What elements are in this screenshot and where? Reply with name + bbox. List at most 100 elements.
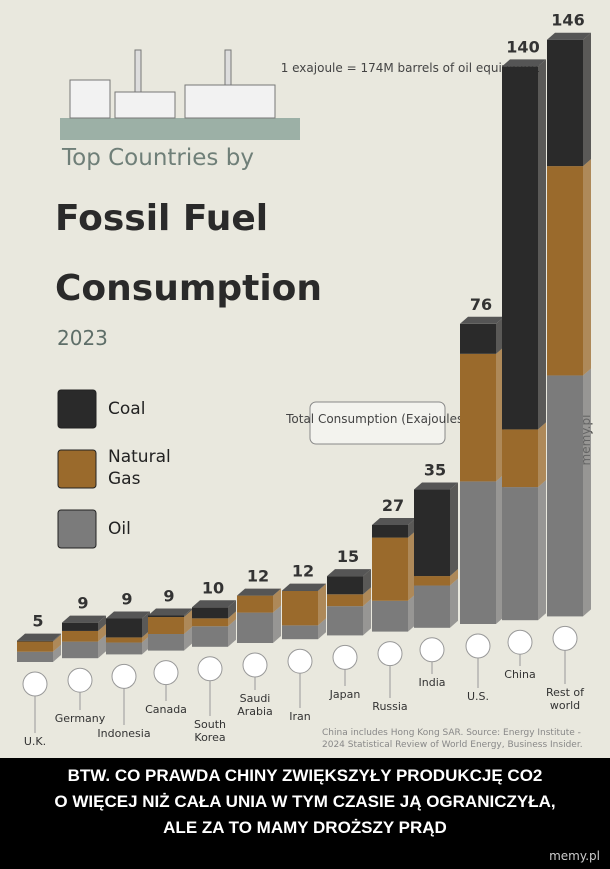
bar-top (372, 517, 416, 525)
total-label: 5 (32, 612, 43, 631)
legend-swatch (57, 509, 97, 549)
bar-segment (106, 642, 142, 655)
legend-title: Total Consumption (Exajoules) (285, 412, 468, 426)
bar-segment (502, 66, 538, 430)
bar-segment (17, 641, 53, 652)
bar-side (450, 578, 458, 628)
bar-top (237, 588, 281, 596)
x-tick-label: Canada (145, 703, 187, 716)
bar-side (363, 599, 371, 636)
flag (197, 656, 223, 682)
bar-segment (62, 630, 98, 642)
subtitle: Top Countries by (61, 145, 254, 171)
bar-side (538, 422, 546, 488)
flag (419, 637, 445, 663)
bar-segment (414, 489, 450, 577)
bar-segment (414, 576, 450, 586)
flag (153, 660, 179, 686)
bar-segment (547, 375, 583, 617)
bar-segment (62, 641, 98, 659)
total-label: 27 (382, 496, 404, 515)
chimney (134, 49, 142, 93)
bar-top (192, 600, 236, 608)
bar-segment (192, 626, 228, 647)
factory-base (60, 118, 300, 140)
total-label: 9 (121, 589, 132, 608)
bar-top (148, 608, 192, 616)
total-label: 35 (424, 461, 446, 480)
total-label: 12 (247, 567, 269, 586)
bar-side (228, 611, 236, 627)
bar-segment (414, 585, 450, 628)
bar-side (98, 634, 106, 659)
chimney (224, 49, 232, 86)
title-line: Fossil Fuel (55, 198, 268, 239)
bar-segment (460, 323, 496, 354)
bar-segment (148, 615, 184, 618)
bar-segment (237, 595, 273, 613)
total-label: 9 (163, 586, 174, 605)
bar-segment (62, 622, 98, 631)
bar-side (184, 608, 192, 618)
bar-segment (460, 481, 496, 624)
legend-swatch (57, 449, 97, 489)
bar-segment (372, 537, 408, 601)
x-tick-label: Indonesia (97, 727, 151, 740)
bar-side (98, 623, 106, 642)
flag (507, 629, 533, 655)
bar-top (460, 316, 504, 324)
bar-segment (547, 166, 583, 376)
x-tick-label: Japan (329, 688, 361, 701)
caption: O WIĘCEJ NIŻ CAŁA UNIA W TYM CZASIE JĄ O… (54, 792, 556, 811)
bar-segment (327, 606, 363, 636)
legend-label: Coal (108, 399, 146, 419)
x-tick-label: Iran (289, 710, 311, 723)
bar-top (17, 633, 61, 641)
bar-side (228, 619, 236, 647)
legend-box (309, 401, 446, 445)
x-tick-label: Germany (54, 712, 106, 725)
flag (242, 652, 268, 678)
bar-top (62, 615, 106, 623)
bar-side (273, 605, 281, 643)
bar-side (53, 633, 61, 642)
bar-side (363, 569, 371, 595)
bar-segment (502, 429, 538, 488)
bar-top (547, 32, 591, 40)
legend-label: Oil (108, 519, 131, 539)
bar-segment (282, 625, 318, 640)
x-tick-label: U.S. (466, 690, 490, 703)
bar-segment (192, 618, 228, 627)
flag (377, 641, 403, 667)
flag (332, 644, 358, 670)
x-tick-label: Russia (372, 700, 408, 713)
bar-side (273, 588, 281, 613)
x-tick-label: Saudi Arabia (237, 692, 273, 718)
bar-segment (372, 524, 408, 538)
bar-segment (502, 487, 538, 621)
factory (114, 91, 176, 119)
flag (22, 671, 48, 697)
bar-side (53, 644, 61, 662)
title-line: Consumption (55, 268, 322, 309)
x-tick-label: India (418, 676, 446, 689)
bar-segment (106, 618, 142, 638)
x-tick-label: Rest of world (545, 686, 585, 712)
bar-side (318, 584, 326, 626)
bar-side (318, 583, 326, 592)
bar-side (538, 480, 546, 621)
bar-side (538, 59, 546, 430)
bar-side (228, 600, 236, 619)
note: 1 exajoule = 174M barrels of oil equival… (281, 61, 540, 75)
bar-top (106, 611, 150, 619)
legend-label: Natural Gas (108, 447, 171, 489)
bar-side (98, 615, 106, 631)
flag (111, 663, 137, 689)
bar-top (414, 482, 458, 490)
bar-top (327, 569, 371, 577)
flag (287, 648, 313, 674)
total-label: 146 (551, 11, 584, 30)
total-label: 9 (77, 594, 88, 613)
bar-side (363, 587, 371, 607)
